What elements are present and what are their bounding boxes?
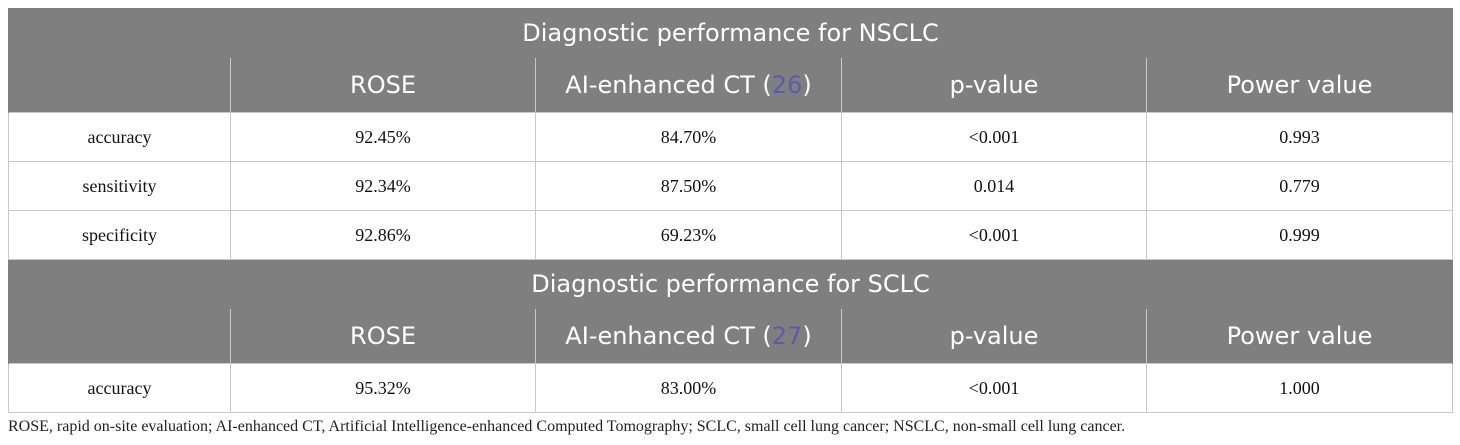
rose-cell: 92.86% bbox=[230, 210, 536, 260]
metric-cell: specificity bbox=[8, 210, 231, 260]
ai-ct-cell: 83.00% bbox=[535, 363, 842, 413]
nsclc-column-header-row: ROSE AI-enhanced CT (26) p-value Power v… bbox=[8, 57, 1454, 113]
table-row: accuracy 95.32% 83.00% <0.001 1.000 bbox=[8, 363, 1454, 413]
table-row: sensitivity 92.34% 87.50% 0.014 0.779 bbox=[8, 161, 1454, 211]
table-row: specificity 92.86% 69.23% <0.001 0.999 bbox=[8, 210, 1454, 260]
table-footnote: ROSE, rapid on-site evaluation; AI-enhan… bbox=[8, 418, 1126, 435]
power-cell: 0.993 bbox=[1145, 112, 1454, 162]
sclc-metric-header bbox=[8, 308, 231, 364]
nsclc-metric-header bbox=[8, 57, 231, 113]
ai-ct-cell: 87.50% bbox=[535, 161, 842, 211]
p-value-cell: <0.001 bbox=[841, 210, 1147, 260]
p-value-cell: <0.001 bbox=[841, 363, 1147, 413]
nsclc-ai-ct-label: AI-enhanced CT ( bbox=[565, 71, 772, 99]
sclc-rose-header: ROSE bbox=[230, 308, 536, 364]
sclc-column-header-row: ROSE AI-enhanced CT (27) p-value Power v… bbox=[8, 308, 1454, 364]
sclc-ai-ct-label: AI-enhanced CT ( bbox=[565, 322, 772, 350]
performance-table: Diagnostic performance for NSCLC ROSE AI… bbox=[7, 8, 1454, 413]
ai-ct-cell: 69.23% bbox=[535, 210, 842, 260]
nsclc-reference-link[interactable]: 26 bbox=[771, 71, 803, 99]
nsclc-p-value-header: p-value bbox=[841, 57, 1147, 113]
metric-cell: sensitivity bbox=[8, 161, 231, 211]
power-cell: 0.999 bbox=[1145, 210, 1454, 260]
metric-cell: accuracy bbox=[8, 363, 231, 413]
sclc-ai-ct-label-close: ) bbox=[802, 322, 812, 350]
nsclc-ai-ct-label-close: ) bbox=[802, 71, 812, 99]
sclc-reference-link[interactable]: 27 bbox=[771, 322, 803, 350]
sclc-power-header: Power value bbox=[1145, 308, 1454, 364]
ai-ct-cell: 84.70% bbox=[535, 112, 842, 162]
power-cell: 1.000 bbox=[1145, 363, 1454, 413]
nsclc-rose-header: ROSE bbox=[230, 57, 536, 113]
table-row: accuracy 92.45% 84.70% <0.001 0.993 bbox=[8, 112, 1454, 162]
rose-cell: 95.32% bbox=[230, 363, 536, 413]
nsclc-power-header: Power value bbox=[1145, 57, 1454, 113]
metric-cell: accuracy bbox=[8, 112, 231, 162]
sclc-ai-ct-header: AI-enhanced CT (27) bbox=[535, 308, 842, 364]
rose-cell: 92.45% bbox=[230, 112, 536, 162]
p-value-cell: <0.001 bbox=[841, 112, 1147, 162]
performance-table-container: Diagnostic performance for NSCLC ROSE AI… bbox=[7, 8, 1454, 413]
rose-cell: 92.34% bbox=[230, 161, 536, 211]
power-cell: 0.779 bbox=[1145, 161, 1454, 211]
sclc-p-value-header: p-value bbox=[841, 308, 1147, 364]
nsclc-ai-ct-header: AI-enhanced CT (26) bbox=[535, 57, 842, 113]
p-value-cell: 0.014 bbox=[841, 161, 1147, 211]
nsclc-section-title: Diagnostic performance for NSCLC bbox=[7, 8, 1454, 58]
sclc-section-header: Diagnostic performance for SCLC bbox=[7, 259, 1454, 309]
nsclc-section-header: Diagnostic performance for NSCLC bbox=[7, 8, 1454, 58]
sclc-section-title: Diagnostic performance for SCLC bbox=[7, 259, 1454, 309]
